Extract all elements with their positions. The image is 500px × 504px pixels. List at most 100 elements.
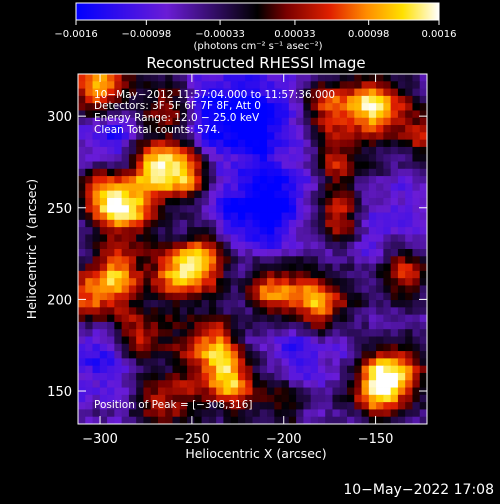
heatmap-cell: [172, 205, 181, 213]
heatmap-cell: [223, 190, 232, 199]
heatmap-cell: [296, 146, 304, 155]
heatmap-cell: [237, 263, 246, 272]
heatmap-cell: [245, 380, 253, 388]
heatmap-cell: [121, 365, 130, 374]
heatmap-cell: [85, 416, 93, 424]
heatmap-cell: [99, 256, 108, 264]
heatmap-cell: [274, 365, 282, 374]
heatmap-cell: [368, 336, 377, 345]
heatmap-cell: [201, 278, 210, 286]
heatmap-cell: [136, 117, 144, 126]
heatmap-cell: [281, 190, 290, 199]
y-tick-label: 200: [47, 293, 72, 308]
heatmap-cell: [172, 161, 181, 170]
heatmap-cell: [354, 329, 362, 337]
heatmap-cell: [121, 292, 130, 301]
heatmap-cell: [339, 343, 348, 352]
heatmap-cell: [208, 227, 217, 235]
heatmap-cell: [354, 183, 362, 192]
heatmap-cell: [78, 285, 86, 294]
heatmap-cell: [208, 285, 217, 294]
heatmap-cell: [383, 351, 392, 359]
heatmap-cell: [339, 81, 348, 89]
heatmap-cell: [412, 212, 421, 221]
heatmap-cell: [172, 321, 181, 330]
heatmap-cell: [339, 329, 348, 337]
heatmap-cell: [128, 241, 137, 250]
heatmap-cell: [92, 212, 101, 221]
heatmap-cell: [281, 365, 290, 374]
heatmap-cell: [85, 256, 93, 264]
heatmap-cell: [194, 190, 202, 199]
heatmap-cell: [405, 351, 413, 359]
heatmap-cell: [405, 205, 413, 213]
heatmap-cell: [405, 372, 413, 381]
heatmap-cell: [252, 292, 261, 301]
colorbar-tick-label: −0.00033: [195, 29, 245, 40]
heatmap-cell: [317, 351, 326, 359]
heatmap-cell: [332, 197, 341, 206]
heatmap-cell: [201, 161, 210, 170]
heatmap-cell: [121, 278, 130, 286]
heatmap-cell: [230, 321, 239, 330]
heatmap-cell: [208, 372, 217, 381]
heatmap-cell: [325, 394, 333, 403]
heatmap-cell: [187, 285, 195, 294]
heatmap-cell: [92, 219, 101, 228]
heatmap-cell: [383, 278, 392, 286]
heatmap-cell: [136, 358, 144, 367]
heatmap-cell: [288, 263, 297, 272]
heatmap-cell: [223, 117, 232, 126]
heatmap-cell: [405, 285, 413, 294]
heatmap-cell: [78, 234, 86, 243]
heatmap-cell: [216, 146, 224, 155]
heatmap-cell: [347, 321, 355, 330]
heatmap-cell: [216, 321, 224, 330]
heatmap-cell: [143, 278, 152, 286]
heatmap-cell: [223, 197, 232, 206]
heatmap-cell: [390, 168, 399, 177]
heatmap-cell: [288, 402, 297, 410]
heatmap-cell: [237, 110, 246, 119]
heatmap-cell: [187, 365, 195, 374]
heatmap-cell: [114, 365, 123, 374]
heatmap-cell: [317, 88, 326, 97]
heatmap-cell: [288, 146, 297, 155]
heatmap-cell: [390, 394, 399, 403]
heatmap-cell: [361, 197, 370, 206]
heatmap-cell: [230, 132, 239, 141]
heatmap-cell: [179, 146, 188, 155]
heatmap-cell: [179, 402, 188, 410]
heatmap-cell: [223, 146, 232, 155]
heatmap-cell: [78, 278, 86, 286]
heatmap-cell: [136, 336, 144, 345]
heatmap-cell: [143, 394, 152, 403]
heatmap-cell: [107, 176, 115, 184]
heatmap-cell: [332, 139, 341, 148]
heatmap-cell: [245, 256, 253, 264]
heatmap-cell: [383, 321, 392, 330]
heatmap-cell: [245, 270, 253, 279]
heatmap-cell: [281, 321, 290, 330]
heatmap-cell: [208, 146, 217, 155]
heatmap-cell: [412, 292, 421, 301]
heatmap-cell: [85, 387, 93, 396]
heatmap-cell: [187, 321, 195, 330]
heatmap-cell: [187, 219, 195, 228]
heatmap-cell: [187, 372, 195, 381]
heatmap-cell: [288, 270, 297, 279]
heatmap-cell: [128, 139, 137, 148]
heatmap-cell: [354, 343, 362, 352]
heatmap-cell: [143, 285, 152, 294]
heatmap-cell: [405, 146, 413, 155]
heatmap-cell: [92, 394, 101, 403]
heatmap-cell: [376, 161, 384, 170]
heatmap-cell: [99, 263, 108, 272]
heatmap-cell: [347, 314, 355, 323]
heatmap-cell: [237, 416, 246, 424]
heatmap-cell: [288, 176, 297, 184]
heatmap-cell: [136, 292, 144, 301]
heatmap-cell: [310, 139, 319, 148]
heatmap-cell: [274, 241, 282, 250]
heatmap-cell: [390, 74, 399, 82]
